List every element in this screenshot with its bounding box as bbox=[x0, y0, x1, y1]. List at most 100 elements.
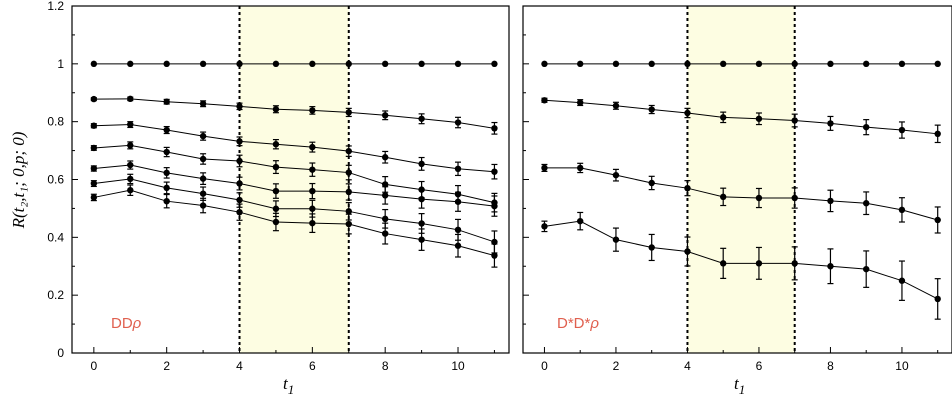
data-point bbox=[720, 114, 727, 121]
data-point bbox=[236, 180, 243, 187]
series-line bbox=[93, 124, 495, 173]
series-2 bbox=[541, 162, 941, 234]
data-point bbox=[381, 230, 389, 237]
series-line bbox=[93, 164, 495, 207]
panel-left: 0 2 4 6 8 10 0 0.2 0.4 0.6 0.8 1 1.2 DDρ t1 R(t₂,t₁… bbox=[9, 0, 510, 397]
data-point bbox=[612, 236, 620, 243]
series-line bbox=[544, 220, 938, 300]
data-point bbox=[454, 242, 462, 249]
data-point bbox=[309, 166, 316, 173]
data-point bbox=[648, 106, 655, 113]
data-point bbox=[90, 144, 98, 152]
x-tick-label: 2 bbox=[163, 359, 170, 373]
data-point bbox=[309, 143, 316, 151]
data-point bbox=[648, 60, 655, 68]
y-tick-label: 1 bbox=[57, 57, 64, 71]
data-point bbox=[272, 163, 280, 171]
data-point bbox=[791, 194, 798, 202]
data-point bbox=[934, 130, 941, 138]
data-point bbox=[127, 60, 134, 68]
data-point bbox=[236, 196, 243, 204]
data-point bbox=[90, 180, 98, 187]
series-line bbox=[93, 144, 495, 204]
data-point bbox=[236, 157, 243, 165]
data-point bbox=[236, 60, 243, 68]
data-point bbox=[863, 265, 870, 273]
data-point bbox=[898, 60, 906, 68]
data-point bbox=[381, 215, 389, 223]
data-point bbox=[577, 217, 584, 225]
data-point bbox=[309, 205, 316, 212]
series-line bbox=[93, 178, 495, 243]
data-point bbox=[648, 179, 655, 187]
data-point bbox=[163, 60, 170, 68]
data-point bbox=[612, 60, 620, 68]
data-point bbox=[90, 194, 98, 201]
series-1 bbox=[541, 97, 941, 144]
data-point bbox=[381, 112, 389, 119]
data-point bbox=[236, 103, 243, 110]
data-point bbox=[163, 184, 170, 192]
data-point bbox=[755, 60, 763, 68]
data-point bbox=[648, 244, 655, 251]
panel-right-shaded-region bbox=[687, 6, 795, 353]
data-point bbox=[454, 165, 462, 173]
data-point bbox=[863, 60, 870, 68]
data-point bbox=[541, 60, 548, 68]
data-point bbox=[236, 208, 243, 216]
data-point bbox=[381, 60, 389, 68]
data-point bbox=[272, 218, 280, 226]
data-point bbox=[577, 99, 584, 106]
series-line bbox=[93, 189, 495, 257]
data-point bbox=[127, 95, 134, 103]
data-point bbox=[90, 60, 98, 68]
data-point bbox=[199, 100, 207, 107]
data-point bbox=[345, 60, 352, 68]
series-line bbox=[544, 167, 938, 221]
data-point bbox=[454, 198, 462, 205]
series-3 bbox=[90, 141, 498, 213]
data-point bbox=[309, 187, 316, 195]
data-point bbox=[199, 155, 207, 163]
data-point bbox=[127, 186, 134, 194]
data-point bbox=[345, 109, 352, 116]
data-point bbox=[163, 98, 170, 105]
data-point bbox=[791, 260, 798, 267]
data-point bbox=[898, 126, 906, 134]
data-point bbox=[934, 295, 941, 303]
series-5 bbox=[90, 173, 498, 254]
data-point bbox=[90, 165, 98, 172]
series-line bbox=[544, 99, 938, 135]
data-point bbox=[863, 123, 870, 131]
data-point bbox=[577, 164, 584, 172]
data-point bbox=[345, 220, 352, 228]
data-point bbox=[491, 252, 498, 259]
data-point bbox=[127, 121, 134, 128]
data-point bbox=[418, 220, 425, 227]
data-point bbox=[491, 125, 498, 132]
data-point bbox=[272, 187, 280, 195]
data-point bbox=[898, 206, 906, 214]
data-point bbox=[454, 60, 462, 68]
data-point bbox=[720, 260, 727, 267]
data-point bbox=[381, 181, 389, 188]
series-3 bbox=[541, 211, 941, 320]
panel-right-label: D*D*ρ bbox=[557, 315, 599, 332]
x-tick-label: 4 bbox=[684, 359, 691, 373]
x-tick-label: 10 bbox=[895, 359, 909, 373]
data-point bbox=[684, 109, 691, 117]
data-point bbox=[934, 60, 941, 68]
data-point bbox=[791, 117, 798, 124]
data-point bbox=[612, 171, 620, 179]
panel-left-label: DDρ bbox=[111, 315, 142, 332]
data-point bbox=[127, 175, 134, 183]
data-point bbox=[418, 115, 425, 122]
panel-right-x-axis-title: t1 bbox=[734, 374, 745, 397]
data-point bbox=[90, 95, 98, 103]
data-point bbox=[90, 122, 98, 129]
y-tick-label: 1.2 bbox=[47, 0, 64, 13]
data-point bbox=[934, 216, 941, 224]
data-point bbox=[755, 260, 763, 267]
data-point bbox=[863, 200, 870, 207]
data-point bbox=[454, 226, 462, 234]
